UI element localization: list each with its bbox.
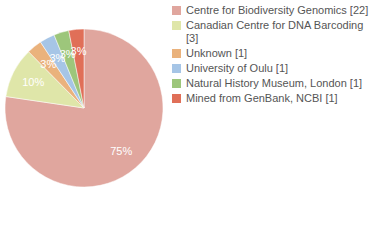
slice	[69, 29, 84, 108]
slice	[5, 29, 163, 187]
legend-swatch	[172, 21, 181, 30]
legend-item: Mined from GenBank, NCBI [1]	[172, 92, 378, 105]
legend-swatch	[172, 6, 181, 15]
legend-swatch	[172, 49, 181, 58]
legend-item: Canadian Centre for DNA Barcoding [3]	[172, 19, 378, 45]
legend-text: Natural History Museum, London [1]	[186, 77, 362, 89]
pie-area: 75%10%3%3%3%3%	[0, 0, 170, 240]
data-label: 10%	[22, 76, 44, 88]
legend: Centre for Biodiversity Genomics [22] Can…	[172, 4, 378, 107]
legend-item: University of Oulu [1]	[172, 62, 378, 75]
legend-item: Natural History Museum, London [1]	[172, 77, 378, 90]
legend-item: Centre for Biodiversity Genomics [22]	[172, 4, 378, 17]
data-label: 75%	[110, 145, 132, 157]
legend-text: Unknown [1]	[186, 47, 247, 59]
legend-text: University of Oulu [1]	[186, 62, 288, 74]
legend-swatch	[172, 94, 181, 103]
legend-text: Mined from GenBank, NCBI [1]	[186, 92, 338, 104]
legend-item: Unknown [1]	[172, 47, 378, 60]
legend-text: Centre for Biodiversity Genomics [22]	[186, 4, 368, 16]
legend-swatch	[172, 64, 181, 73]
legend-text: Canadian Centre for DNA Barcoding [3]	[186, 19, 363, 44]
data-label: 3%	[71, 45, 87, 57]
legend-swatch	[172, 79, 181, 88]
chart: 75%10%3%3%3%3% Centre for Biodiversity G…	[0, 0, 380, 240]
